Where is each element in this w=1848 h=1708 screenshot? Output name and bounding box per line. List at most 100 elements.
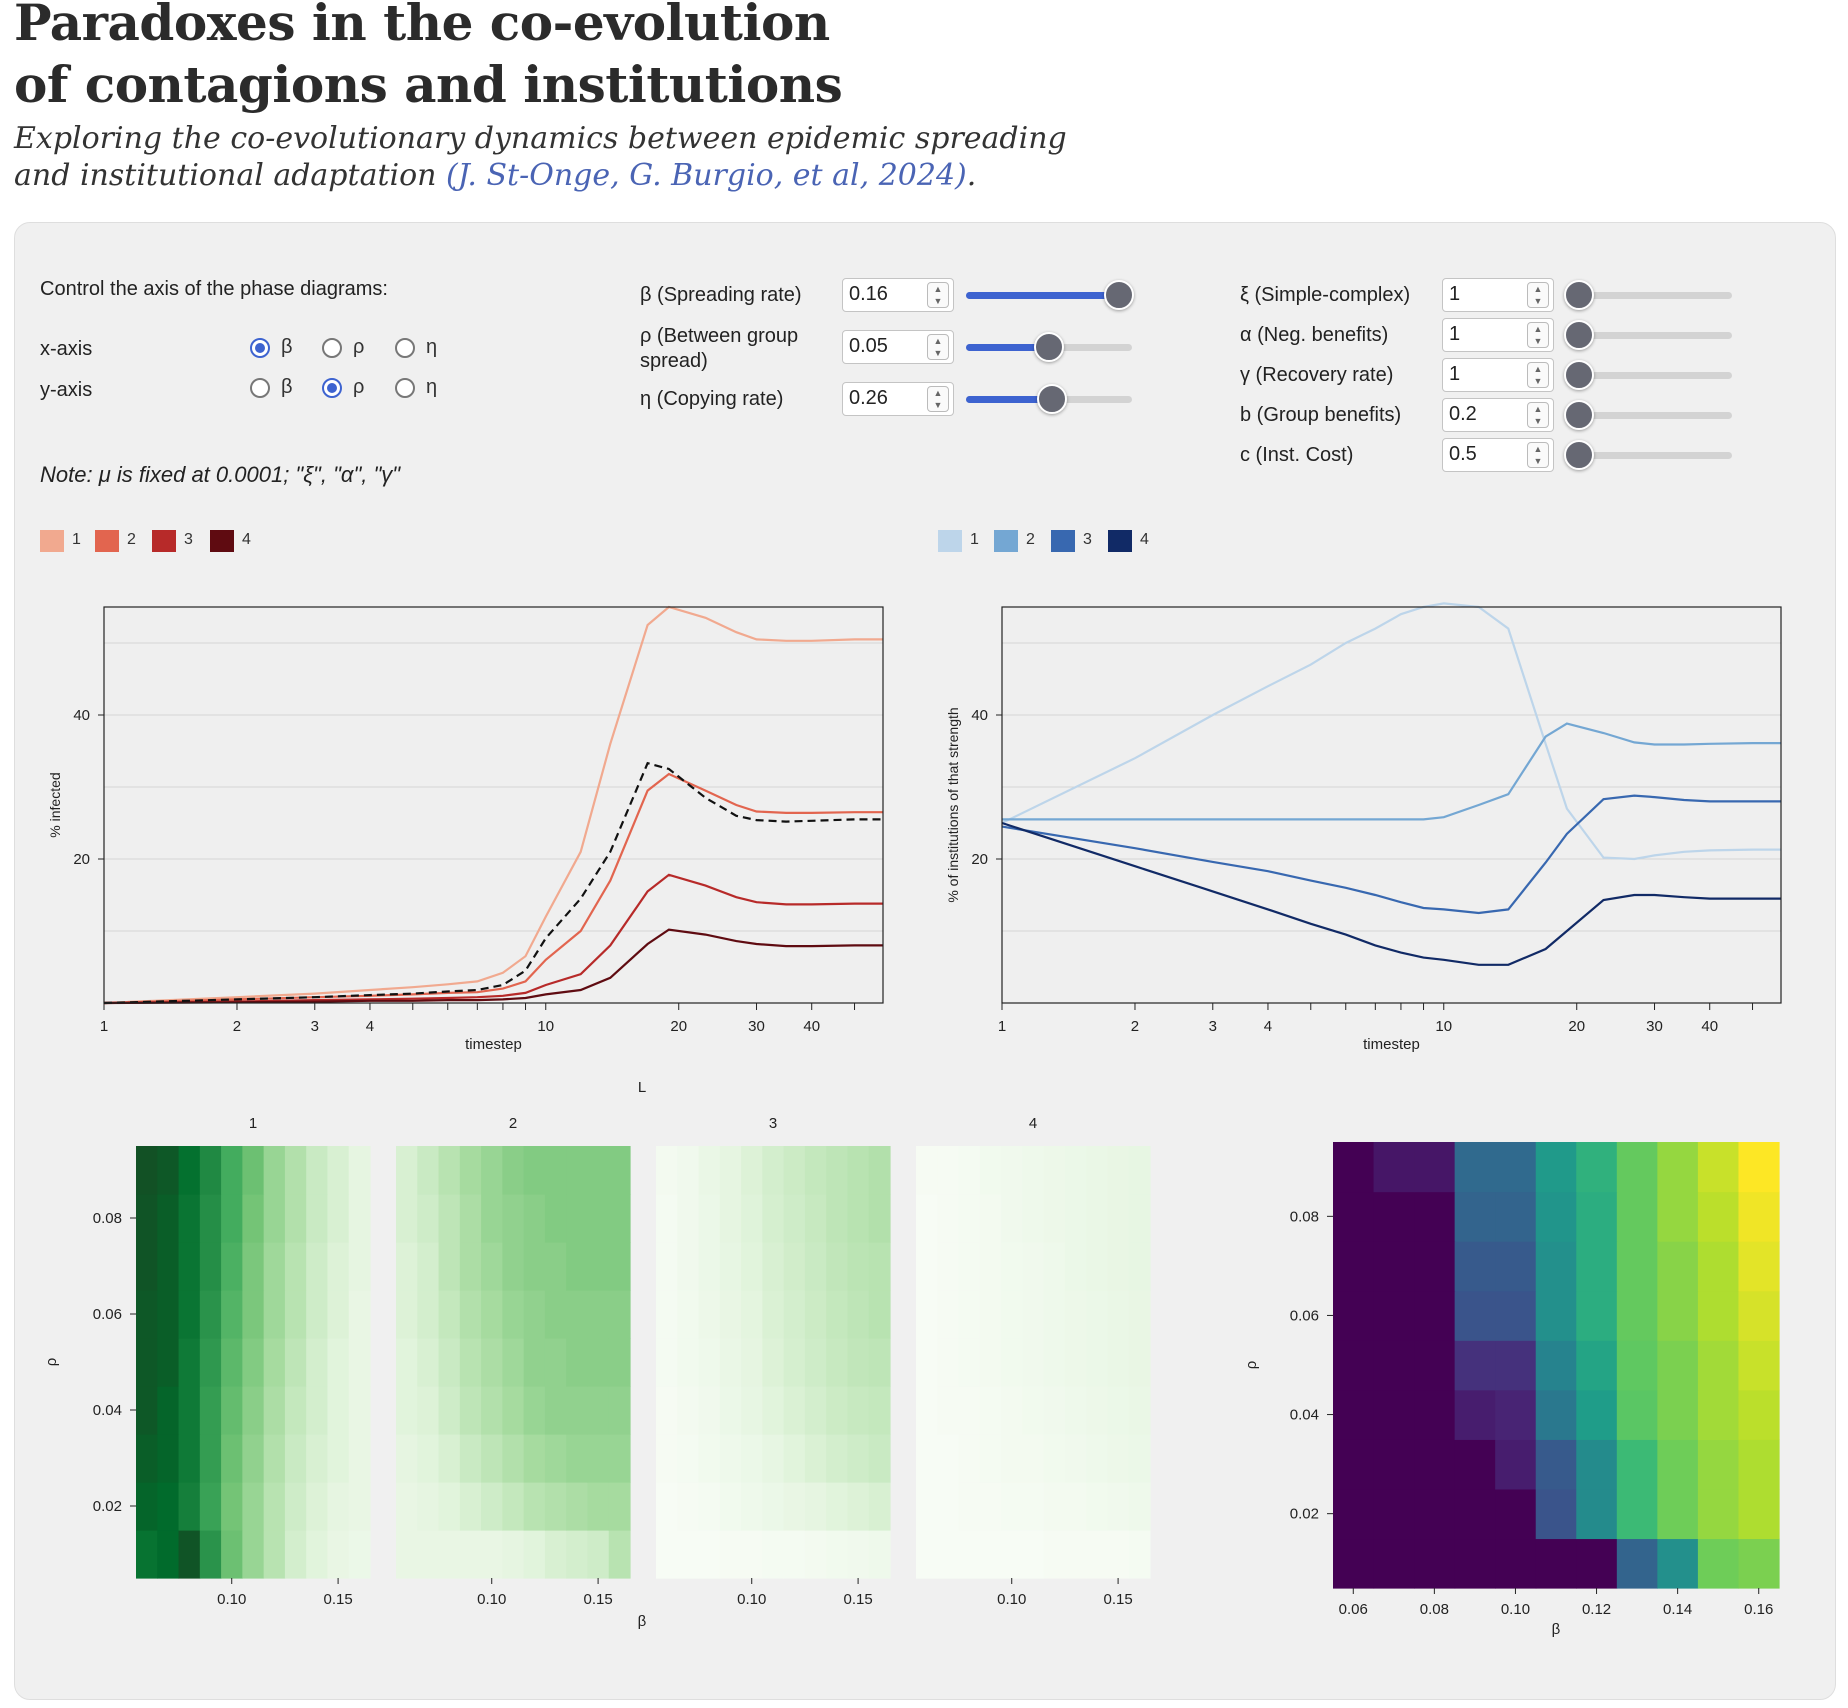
b-slider-thumb[interactable] [1564,400,1594,430]
viridis-heatmap-cell [1616,1340,1658,1391]
heatmap-panel-3-cell [868,1482,891,1531]
heatmap-panel-2-cell [396,1242,418,1291]
viridis-heatmap-cell [1373,1488,1415,1540]
x-axis-radio-eta[interactable] [395,338,415,358]
heatmap-panel-4-cell [958,1194,981,1243]
heatmap-panel-1-cell [263,1242,286,1291]
heatmap-panel-4-cell [1107,1386,1130,1435]
heatmap-panel-4-cell [1086,1338,1109,1387]
b-slider[interactable] [1564,400,1732,430]
xi-slider[interactable] [1564,280,1732,310]
heatmap-panel-4-cell [1022,1482,1045,1531]
viridis-heatmap-cell [1373,1389,1415,1440]
heatmap-panel-4-cell [916,1386,938,1435]
rho-slider-thumb[interactable] [1034,332,1064,362]
heatmap-panel-2-cell [481,1530,503,1579]
rho-number-input[interactable]: 0.05 ▲ ▼ [842,330,954,364]
xi-number-input[interactable]: 1 ▲ ▼ [1442,278,1554,312]
heatmap-panel-2-cell [587,1194,610,1243]
alpha-stepper[interactable]: ▲ ▼ [1527,322,1549,348]
line-chart-2-series-4 [1001,821,1781,966]
heatmap-panel-2-cell [481,1290,503,1339]
heatmap-panel-1-cell [157,1482,180,1531]
heatmap-panel-1-cell [178,1338,201,1387]
line-chart-2-plot-bg [1002,607,1781,1003]
viridis-heatmap-cell [1373,1340,1415,1391]
eta-stepper[interactable]: ▲ ▼ [927,386,949,412]
heatmap-panel-2-cell [417,1194,440,1243]
alpha-slider[interactable] [1564,320,1732,350]
heatmap-panel-3-cell [804,1338,827,1387]
eta-number-input[interactable]: 0.26 ▲ ▼ [842,382,954,416]
heatmap-panel-1-cell [327,1386,350,1435]
line-chart-2-x-tick-label: 2 [1131,1018,1139,1035]
heatmap-panel-3-cell [868,1386,891,1435]
heatmap-panel-2-cell [438,1530,461,1579]
xi-slider-thumb[interactable] [1564,280,1594,310]
heatmap-panel-4-cell [958,1338,981,1387]
heatmap-panel-2-cell [396,1530,418,1579]
heatmap-panel-4-cell [1086,1386,1109,1435]
c-slider-thumb[interactable] [1564,440,1594,470]
xi-stepper[interactable]: ▲ ▼ [1527,282,1549,308]
c-slider[interactable] [1564,440,1732,470]
heatmap-panel-3-cell [698,1338,721,1387]
b-stepper[interactable]: ▲ ▼ [1527,402,1549,428]
eta-slider[interactable] [966,384,1132,414]
heatmap-panel-4-cell [1107,1194,1130,1243]
line-chart-2-series-2 [1002,722,1781,821]
y-axis-radio-beta[interactable] [250,378,270,398]
beta-number-input[interactable]: 0.16 ▲ ▼ [842,278,954,312]
beta-slider-thumb[interactable] [1103,280,1134,310]
heatmap-panel-3-cell [868,1146,891,1195]
heatmap-panel-3-cell [847,1290,870,1339]
viridis-heatmap-cell [1738,1488,1780,1540]
viridis-heatmap-cell [1697,1488,1740,1540]
y-axis-radio-rho[interactable] [322,378,342,398]
b-number-input[interactable]: 0.2 ▲ ▼ [1442,398,1554,432]
viridis-heatmap-cell [1697,1142,1740,1193]
heatmap-panel-4-cell [1128,1434,1151,1483]
b-param-label: b (Group benefits) [1240,404,1402,426]
beta-param-label: β (Spreading rate) [640,284,802,306]
eta-slider-thumb[interactable] [1037,384,1068,414]
heatmap-panel-4-x-tick-label: 0.10 [997,1591,1026,1608]
gamma-slider[interactable] [1564,360,1732,390]
alpha-slider-thumb[interactable] [1564,320,1594,350]
heatmap-panel-1-cell [178,1482,201,1531]
heatmap-panel-4-cell [1128,1194,1151,1243]
x-axis-radio-beta[interactable] [250,338,270,358]
viridis-x-tick-label: 0.16 [1744,1601,1773,1618]
gamma-param-label: γ (Recovery rate) [1240,364,1394,386]
gamma-number-input[interactable]: 1 ▲ ▼ [1442,358,1554,392]
gamma-stepper[interactable]: ▲ ▼ [1527,362,1549,388]
heatmap-panel-4-cell [1128,1242,1151,1291]
heatmap-panel-2-cell [587,1242,610,1291]
viridis-heatmap-cell [1697,1340,1740,1391]
x-axis-radio-rho[interactable] [322,338,342,358]
c-number-input[interactable]: 0.5 ▲ ▼ [1442,438,1554,472]
heatmap-panel-2-cell [566,1242,589,1291]
y-axis-radio-eta[interactable] [395,378,415,398]
citation-link[interactable]: (J. St-Onge, G. Burgio, et al, 2024) [446,158,967,193]
gamma-slider-thumb[interactable] [1564,360,1594,390]
viridis-heatmap-cell [1657,1538,1699,1589]
heatmap-panel-3-cell [783,1194,806,1243]
heatmap-panel-2-cell [608,1338,631,1387]
line-chart-1-x-tick-label: 2 [233,1018,241,1035]
x-axis-radio-beta-label: β [281,336,293,358]
viridis-x-tick-label: 0.06 [1339,1601,1368,1618]
rho-slider[interactable] [966,332,1132,362]
rho-stepper[interactable]: ▲ ▼ [927,334,949,360]
beta-stepper[interactable]: ▲ ▼ [927,282,949,308]
heatmap-panel-2-cell [544,1242,567,1291]
heatmap-panel-2-cell [502,1530,525,1579]
viridis-heatmap-cell [1454,1538,1496,1589]
heatmap-panel-1-cell [263,1482,286,1531]
alpha-number-input[interactable]: 1 ▲ ▼ [1442,318,1554,352]
viridis-heatmap-cell [1495,1389,1537,1440]
c-stepper[interactable]: ▲ ▼ [1527,442,1549,468]
heatmap-panel-1-cell [136,1386,158,1435]
heatmap-panel-1-cell [136,1290,158,1339]
beta-slider[interactable] [966,280,1134,310]
